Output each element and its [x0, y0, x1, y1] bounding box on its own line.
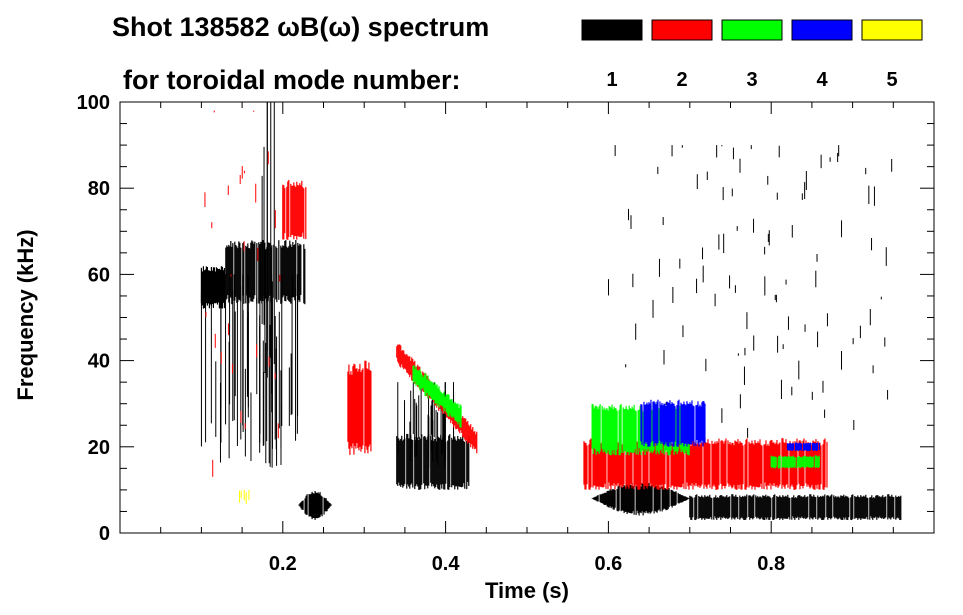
- y-tick-label: 80: [88, 178, 110, 200]
- series-n=4: [640, 399, 821, 452]
- x-tick-label: 0.8: [757, 553, 785, 575]
- spectrogram-marks: [200, 102, 902, 521]
- series-n=5: [239, 489, 250, 505]
- chart-title-line1: Shot 138582 ωB(ω) spectrum: [112, 12, 489, 42]
- axes: 0.2 0.4 0.6 0.8 0 20 40 60 80 100: [77, 92, 934, 575]
- legend-swatch: [721, 19, 783, 41]
- chart-title-line2: for toroidal mode number:: [123, 65, 461, 95]
- y-tick-label: 20: [88, 437, 110, 459]
- y-tick-label: 60: [88, 264, 110, 286]
- legend: 1 2 3 4 5: [581, 19, 923, 91]
- y-axis-label: Frequency (kHz): [13, 229, 38, 400]
- legend-label: 2: [676, 69, 687, 91]
- legend-swatch: [791, 19, 853, 41]
- y-tick-label: 100: [77, 92, 110, 114]
- legend-label: 5: [886, 69, 897, 91]
- y-tick-label: 0: [99, 523, 110, 545]
- legend-swatch: [861, 19, 923, 41]
- x-axis-label: Time (s): [485, 578, 569, 603]
- x-tick-label: 0.6: [594, 553, 622, 575]
- y-tick-label: 40: [88, 351, 110, 373]
- series-n=1: [200, 102, 902, 521]
- legend-label: 1: [606, 69, 617, 91]
- legend-swatch: [581, 19, 643, 41]
- legend-swatch: [651, 19, 713, 41]
- x-tick-label: 0.4: [432, 553, 461, 575]
- x-tick-label: 0.2: [269, 553, 297, 575]
- legend-label: 4: [816, 69, 828, 91]
- legend-label: 3: [746, 69, 757, 91]
